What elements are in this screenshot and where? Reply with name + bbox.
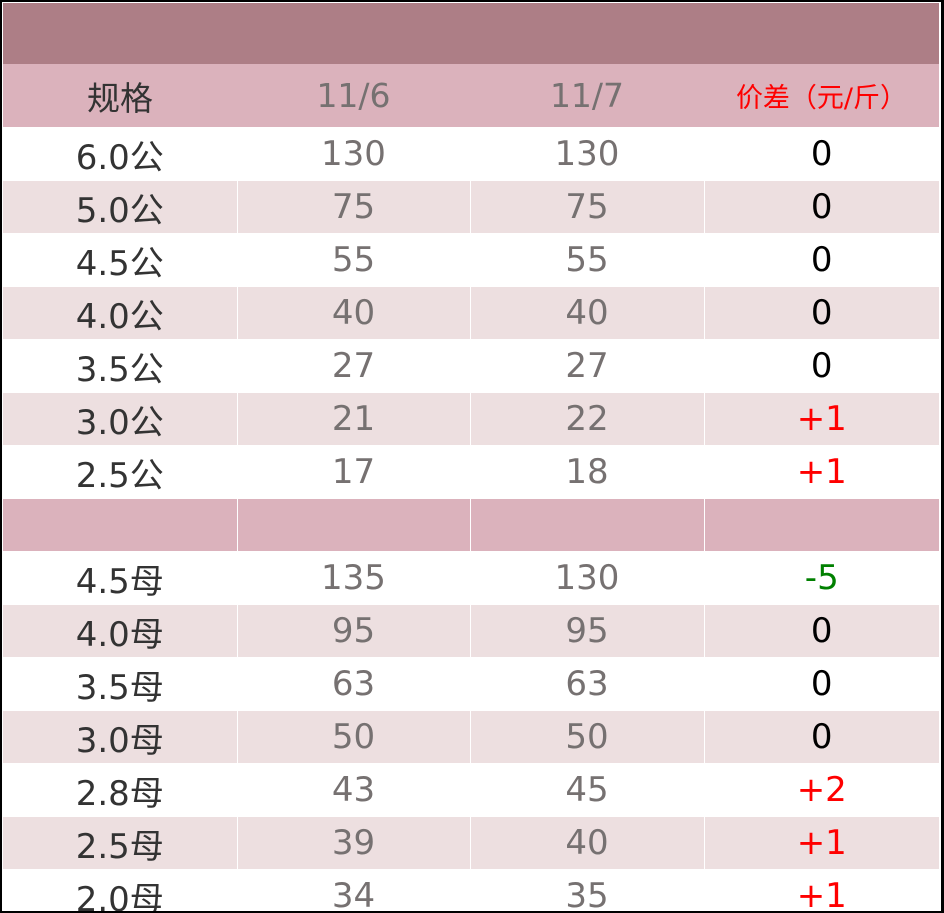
date1-cell: 40 (236, 286, 470, 340)
diff-cell: +2 (703, 763, 939, 817)
date1-cell: 63 (236, 657, 470, 711)
date1-cell: 50 (236, 710, 470, 764)
date2-cell: 130 (469, 127, 704, 181)
table-row: 2.5母 39 40 +1 (3, 816, 939, 870)
date2-cell: 130 (469, 551, 704, 605)
separator-row (3, 498, 939, 552)
date2-cell: 40 (469, 816, 704, 870)
diff-cell: +1 (703, 445, 939, 499)
price-table: 规格 11/6 11/7 价差（元/斤） 6.0公 130 130 0 5.0公 75 75… (3, 64, 939, 911)
separator-cell (236, 498, 470, 552)
table-row: 4.0公 40 40 0 (3, 286, 939, 340)
separator-cell (3, 498, 237, 552)
spec-cell: 3.0母 (3, 710, 237, 764)
spec-cell: 4.5母 (3, 551, 237, 605)
spec-cell: 5.0公 (3, 180, 237, 234)
spec-cell: 2.5母 (3, 816, 237, 870)
table-row: 4.0母 95 95 0 (3, 604, 939, 658)
diff-cell: 0 (703, 127, 939, 181)
diff-cell: 0 (703, 710, 939, 764)
date1-cell: 17 (236, 445, 470, 499)
diff-cell: 0 (703, 339, 939, 393)
date2-cell: 50 (469, 710, 704, 764)
date2-cell: 27 (469, 339, 704, 393)
diff-cell: -5 (703, 551, 939, 605)
spec-cell: 3.5母 (3, 657, 237, 711)
date1-cell: 75 (236, 180, 470, 234)
separator-cell (469, 498, 704, 552)
table-row: 3.5公 27 27 0 (3, 339, 939, 393)
date2-cell: 18 (469, 445, 704, 499)
date1-cell: 130 (236, 127, 470, 181)
date2-cell: 95 (469, 604, 704, 658)
table-row: 3.0公 21 22 +1 (3, 392, 939, 446)
date1-cell: 34 (236, 869, 470, 911)
diff-cell: 0 (703, 180, 939, 234)
date1-cell: 55 (236, 233, 470, 287)
date1-cell: 21 (236, 392, 470, 446)
date2-cell: 75 (469, 180, 704, 234)
header-date1: 11/6 (237, 64, 470, 128)
table-row: 2.0母 34 35 +1 (3, 869, 939, 911)
spec-cell: 3.5公 (3, 339, 237, 393)
date2-cell: 55 (469, 233, 704, 287)
table-row: 3.5母 63 63 0 (3, 657, 939, 711)
diff-cell: +1 (703, 392, 939, 446)
table-row: 2.5公 17 18 +1 (3, 445, 939, 499)
spec-cell: 2.5公 (3, 445, 237, 499)
date1-cell: 43 (236, 763, 470, 817)
spec-cell: 4.0母 (3, 604, 237, 658)
date2-cell: 35 (469, 869, 704, 911)
spec-cell: 2.0母 (3, 869, 237, 911)
table-row: 4.5公 55 55 0 (3, 233, 939, 287)
diff-cell: +1 (703, 869, 939, 911)
separator-cell (703, 498, 939, 552)
spec-cell: 6.0公 (3, 127, 237, 181)
table-row: 5.0公 75 75 0 (3, 180, 939, 234)
diff-cell: 0 (703, 233, 939, 287)
date2-cell: 40 (469, 286, 704, 340)
header-spec: 规格 (3, 64, 237, 128)
spec-cell: 4.5公 (3, 233, 237, 287)
date1-cell: 39 (236, 816, 470, 870)
diff-cell: 0 (703, 657, 939, 711)
date1-cell: 27 (236, 339, 470, 393)
spec-cell: 2.8母 (3, 763, 237, 817)
date2-cell: 22 (469, 392, 704, 446)
table-row: 4.5母 135 130 -5 (3, 551, 939, 605)
header-date2: 11/7 (470, 64, 704, 128)
header-diff: 价差（元/斤） (704, 64, 939, 128)
table-row: 3.0母 50 50 0 (3, 710, 939, 764)
date2-cell: 63 (469, 657, 704, 711)
spec-cell: 3.0公 (3, 392, 237, 446)
header-row: 规格 11/6 11/7 价差（元/斤） (3, 64, 939, 128)
spec-cell: 4.0公 (3, 286, 237, 340)
diff-cell: 0 (703, 604, 939, 658)
date2-cell: 45 (469, 763, 704, 817)
table-row: 2.8母 43 45 +2 (3, 763, 939, 817)
date1-cell: 95 (236, 604, 470, 658)
date1-cell: 135 (236, 551, 470, 605)
title-bar (3, 3, 939, 64)
diff-cell: 0 (703, 286, 939, 340)
diff-cell: +1 (703, 816, 939, 870)
table-row: 6.0公 130 130 0 (3, 127, 939, 181)
